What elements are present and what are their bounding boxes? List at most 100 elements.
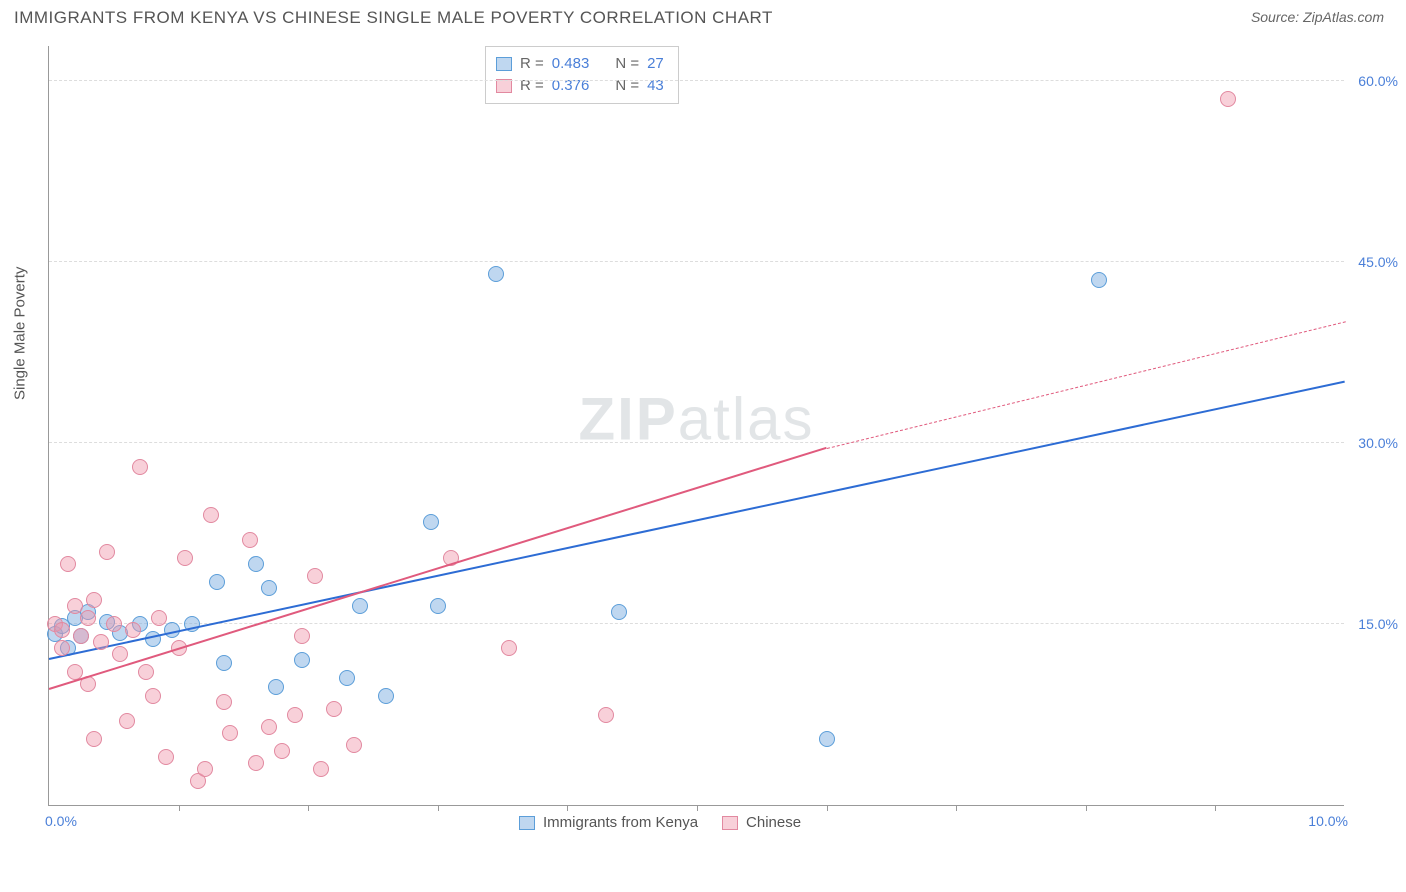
x-tick <box>697 805 698 811</box>
scatter-point-chinese <box>501 640 517 656</box>
scatter-point-chinese <box>158 749 174 765</box>
legend-item-chinese: Chinese <box>722 814 801 831</box>
plot-area: ZIPatlas R = 0.483 N = 27 R = 0.376 N = … <box>48 46 1344 806</box>
scatter-point-kenya <box>378 688 394 704</box>
r-value-kenya: 0.483 <box>552 53 590 75</box>
scatter-point-chinese <box>287 707 303 723</box>
n-value-chinese: 43 <box>647 75 664 97</box>
scatter-point-chinese <box>93 634 109 650</box>
swatch-kenya <box>496 57 512 71</box>
scatter-point-kenya <box>209 574 225 590</box>
x-tick <box>1086 805 1087 811</box>
trend-line <box>826 321 1345 449</box>
scatter-point-chinese <box>261 719 277 735</box>
scatter-point-kenya <box>248 556 264 572</box>
x-tick <box>827 805 828 811</box>
x-tick <box>179 805 180 811</box>
y-tick-label: 15.0% <box>1358 616 1398 632</box>
scatter-point-chinese <box>222 725 238 741</box>
chart-area: ZIPatlas R = 0.483 N = 27 R = 0.376 N = … <box>48 46 1344 806</box>
scatter-point-chinese <box>54 622 70 638</box>
x-tick <box>956 805 957 811</box>
legend-item-kenya: Immigrants from Kenya <box>519 814 698 831</box>
scatter-point-kenya <box>339 670 355 686</box>
scatter-point-kenya <box>611 604 627 620</box>
trend-line <box>49 447 827 690</box>
swatch-chinese <box>722 816 738 830</box>
scatter-point-kenya <box>1091 272 1107 288</box>
scatter-point-kenya <box>294 652 310 668</box>
scatter-point-chinese <box>106 616 122 632</box>
scatter-point-chinese <box>294 628 310 644</box>
stats-row-kenya: R = 0.483 N = 27 <box>496 53 664 75</box>
stats-row-chinese: R = 0.376 N = 43 <box>496 75 664 97</box>
legend-label-chinese: Chinese <box>746 814 801 831</box>
scatter-point-chinese <box>80 610 96 626</box>
source-prefix: Source: <box>1251 9 1303 25</box>
n-value-kenya: 27 <box>647 53 664 75</box>
scatter-point-chinese <box>60 556 76 572</box>
source-attribution: Source: ZipAtlas.com <box>1251 9 1384 27</box>
scatter-point-chinese <box>73 628 89 644</box>
scatter-point-chinese <box>346 737 362 753</box>
scatter-point-chinese <box>1220 91 1236 107</box>
scatter-point-chinese <box>125 622 141 638</box>
scatter-point-chinese <box>99 544 115 560</box>
x-axis-legend: Immigrants from Kenya Chinese <box>519 814 801 831</box>
y-tick-label: 60.0% <box>1358 73 1398 89</box>
scatter-point-chinese <box>86 592 102 608</box>
scatter-point-kenya <box>261 580 277 596</box>
x-tick-label-min: 0.0% <box>45 813 77 829</box>
scatter-point-chinese <box>132 459 148 475</box>
swatch-kenya <box>519 816 535 830</box>
scatter-point-kenya <box>819 731 835 747</box>
scatter-point-chinese <box>307 568 323 584</box>
y-tick-label: 45.0% <box>1358 254 1398 270</box>
scatter-point-chinese <box>203 507 219 523</box>
scatter-point-kenya <box>216 655 232 671</box>
scatter-point-kenya <box>268 679 284 695</box>
legend-label-kenya: Immigrants from Kenya <box>543 814 698 831</box>
scatter-point-kenya <box>488 266 504 282</box>
scatter-point-chinese <box>119 713 135 729</box>
x-tick-label-max: 10.0% <box>1308 813 1348 829</box>
stats-legend-box: R = 0.483 N = 27 R = 0.376 N = 43 <box>485 46 679 104</box>
scatter-point-chinese <box>248 755 264 771</box>
scatter-point-chinese <box>151 610 167 626</box>
scatter-point-chinese <box>145 688 161 704</box>
scatter-point-kenya <box>423 514 439 530</box>
x-tick <box>308 805 309 811</box>
y-tick-label: 30.0% <box>1358 435 1398 451</box>
x-tick <box>438 805 439 811</box>
y-axis-label: Single Male Poverty <box>12 267 29 400</box>
source-name: ZipAtlas.com <box>1303 9 1384 25</box>
r-value-chinese: 0.376 <box>552 75 590 97</box>
x-tick <box>567 805 568 811</box>
scatter-point-chinese <box>242 532 258 548</box>
gridline <box>49 442 1344 443</box>
gridline <box>49 261 1344 262</box>
scatter-point-kenya <box>430 598 446 614</box>
x-tick <box>1215 805 1216 811</box>
scatter-point-chinese <box>216 694 232 710</box>
gridline <box>49 80 1344 81</box>
scatter-point-chinese <box>138 664 154 680</box>
scatter-point-chinese <box>197 761 213 777</box>
r-label: R = <box>520 53 544 75</box>
scatter-point-chinese <box>598 707 614 723</box>
scatter-point-chinese <box>313 761 329 777</box>
chart-title: IMMIGRANTS FROM KENYA VS CHINESE SINGLE … <box>14 8 773 28</box>
scatter-point-kenya <box>352 598 368 614</box>
scatter-point-chinese <box>274 743 290 759</box>
trend-line <box>49 381 1345 660</box>
scatter-point-chinese <box>54 640 70 656</box>
n-label: N = <box>615 53 639 75</box>
n-label: N = <box>615 75 639 97</box>
scatter-point-chinese <box>177 550 193 566</box>
gridline <box>49 623 1344 624</box>
r-label: R = <box>520 75 544 97</box>
scatter-point-chinese <box>67 598 83 614</box>
scatter-point-chinese <box>112 646 128 662</box>
scatter-point-chinese <box>326 701 342 717</box>
scatter-point-chinese <box>86 731 102 747</box>
